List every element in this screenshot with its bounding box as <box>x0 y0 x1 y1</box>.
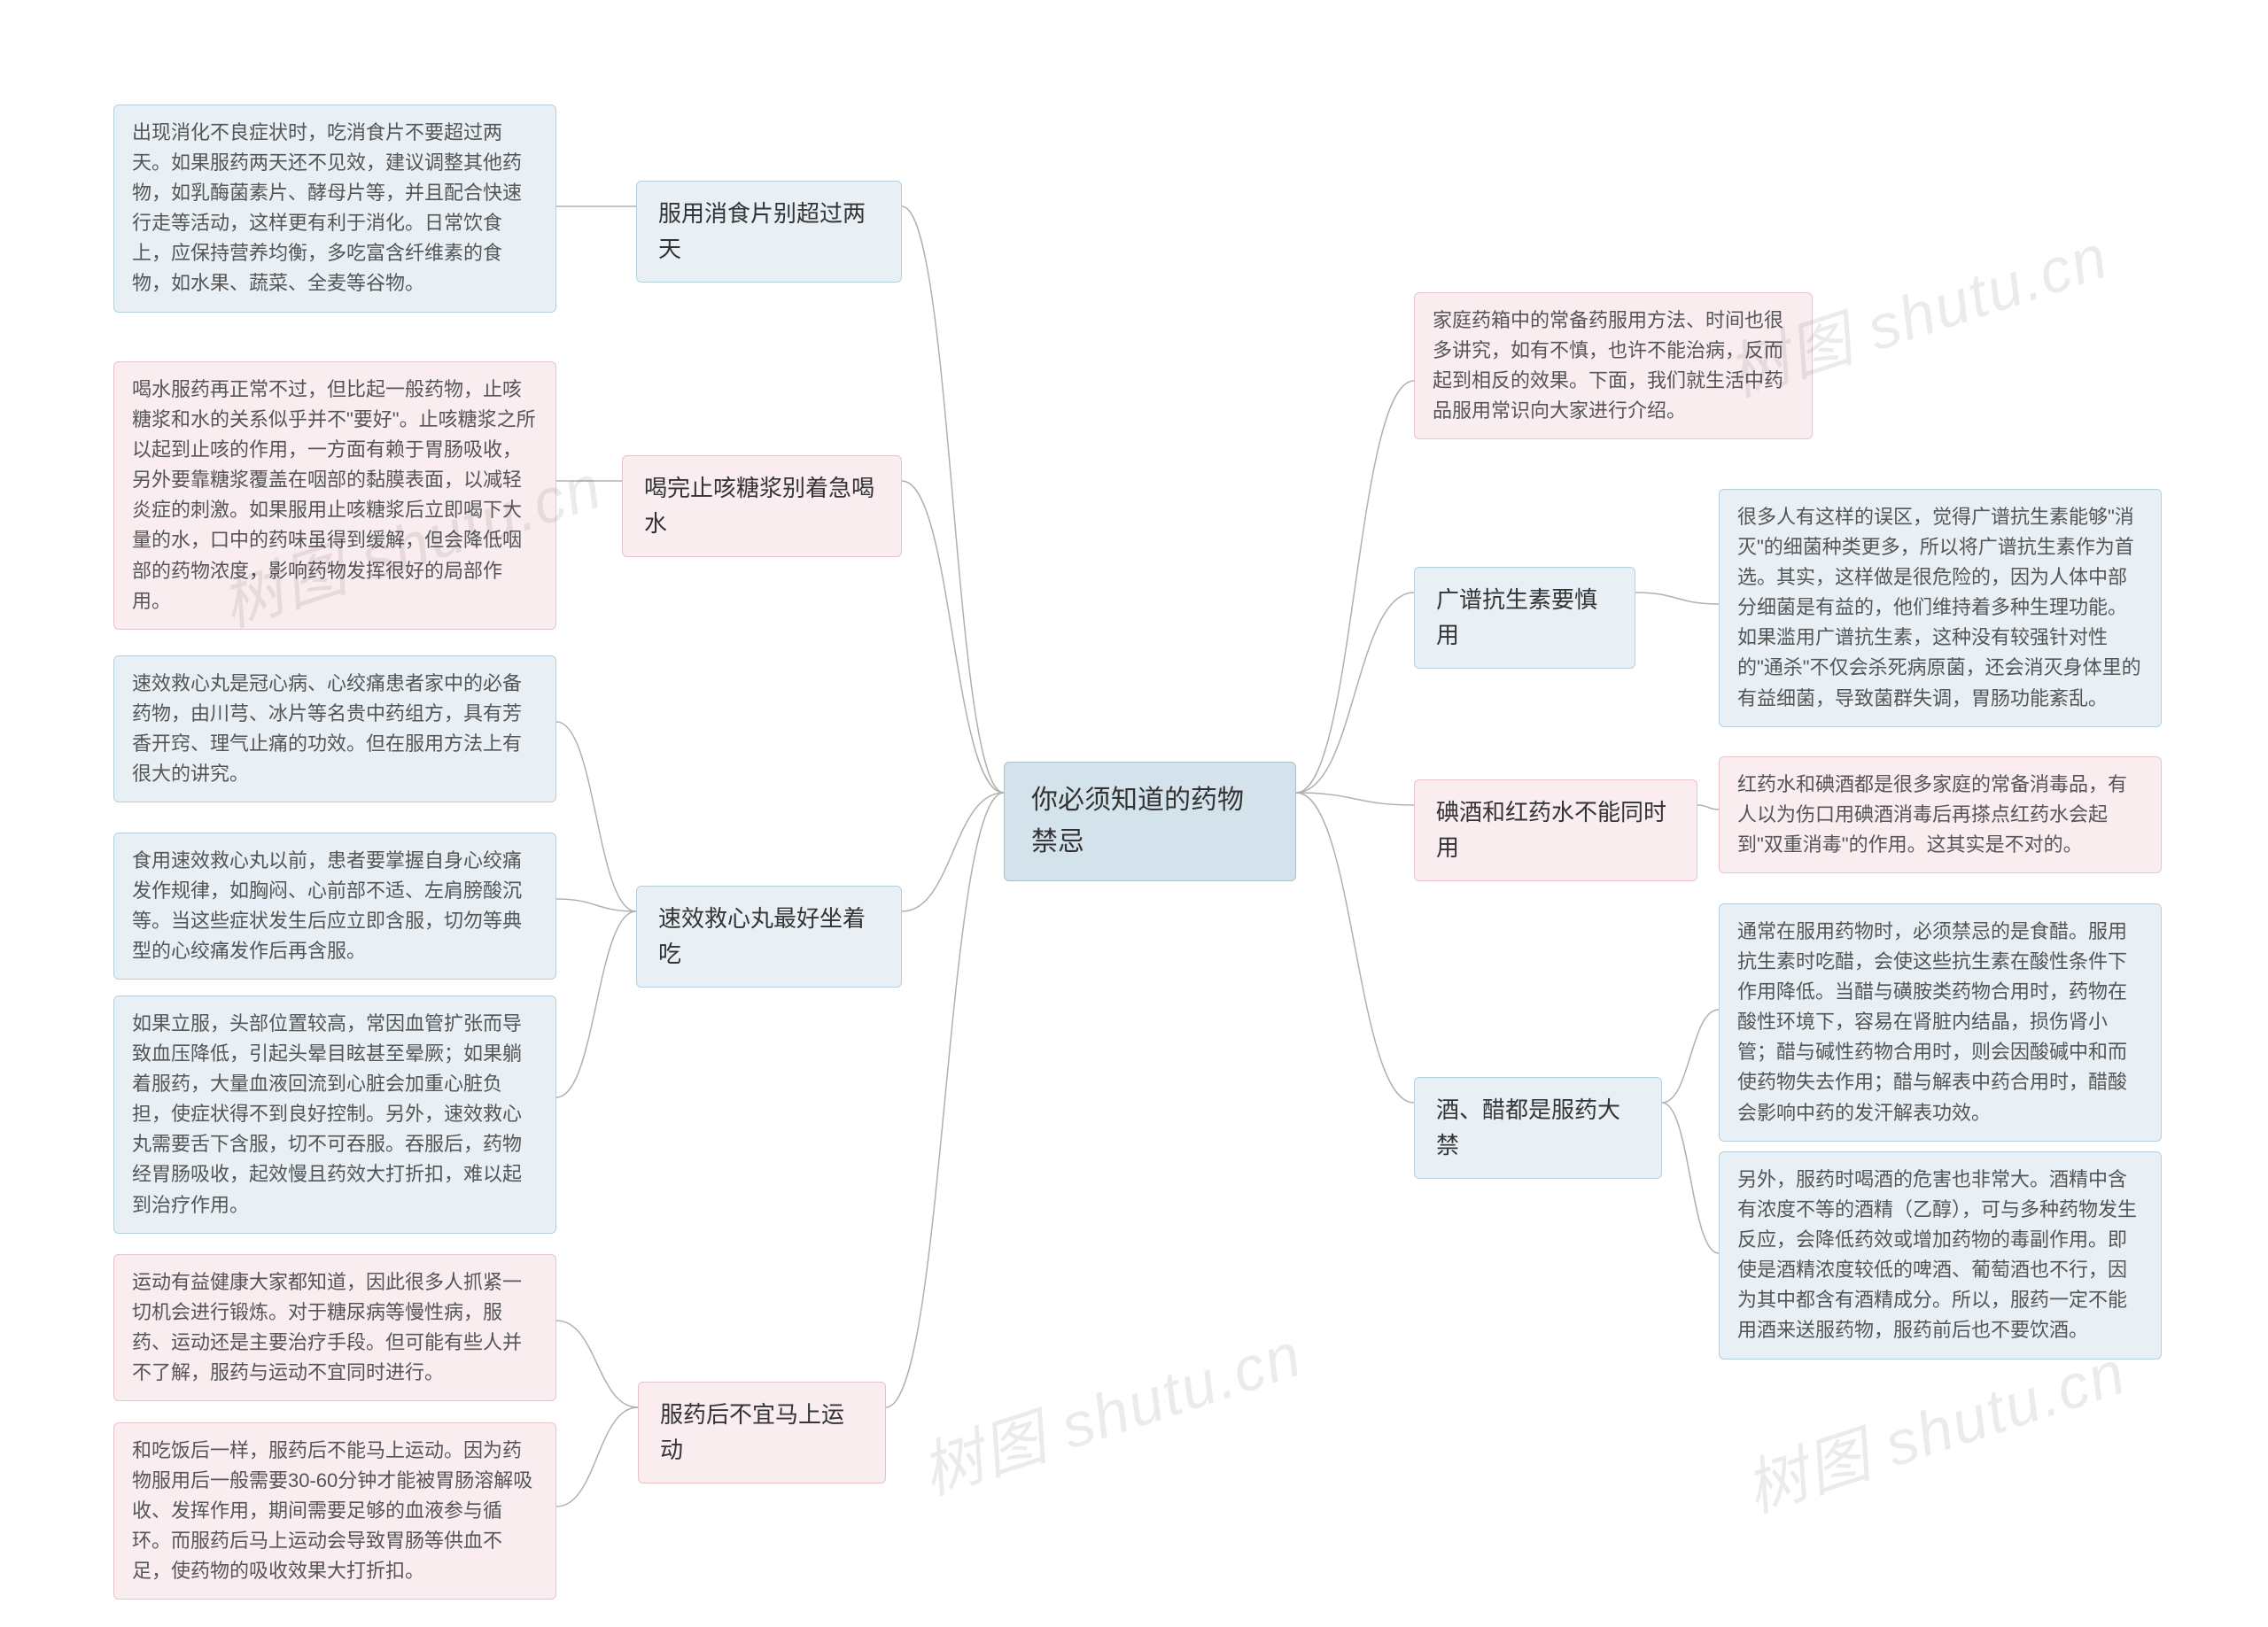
branch-node-left-2[interactable]: 速效救心丸最好坐着吃 <box>636 886 902 988</box>
branch-node-right-3[interactable]: 酒、醋都是服药大禁 <box>1414 1077 1662 1179</box>
branch-node-left-0[interactable]: 服用消食片别超过两天 <box>636 181 902 283</box>
leaf-node-left-1-0: 喝水服药再正常不过，但比起一般药物，止咳糖浆和水的关系似乎并不"要好"。止咳糖浆… <box>113 361 556 630</box>
leaf-node-right-2-0: 红药水和碘酒都是很多家庭的常备消毒品，有人以为伤口用碘酒消毒后再搽点红药水会起到… <box>1719 756 2162 873</box>
branch-node-right-2[interactable]: 碘酒和红药水不能同时用 <box>1414 779 1697 881</box>
branch-node-left-3[interactable]: 服药后不宜马上运动 <box>638 1382 886 1484</box>
leaf-node-right-3-1: 另外，服药时喝酒的危害也非常大。酒精中含有浓度不等的酒精（乙醇），可与多种药物发… <box>1719 1151 2162 1360</box>
branch-node-left-1[interactable]: 喝完止咳糖浆别着急喝水 <box>622 455 902 557</box>
leaf-node-left-0-0: 出现消化不良症状时，吃消食片不要超过两天。如果服药两天还不见效，建议调整其他药物… <box>113 105 556 313</box>
leaf-node-left-2-1: 食用速效救心丸以前，患者要掌握自身心绞痛发作规律，如胸闷、心前部不适、左肩膀酸沉… <box>113 833 556 980</box>
branch-node-right-0[interactable]: 家庭药箱中的常备药服用方法、时间也很多讲究，如有不慎，也许不能治病，反而起到相反… <box>1414 292 1813 439</box>
leaf-node-right-3-0: 通常在服用药物时，必须禁忌的是食醋。服用抗生素时吃醋，会使这些抗生素在酸性条件下… <box>1719 903 2162 1142</box>
mindmap-canvas: 你必须知道的药物禁忌 服用消食片别超过两天出现消化不良症状时，吃消食片不要超过两天… <box>0 0 2268 1627</box>
leaf-node-right-1-0: 很多人有这样的误区，觉得广谱抗生素能够"消灭"的细菌种类更多，所以将广谱抗生素作… <box>1719 489 2162 727</box>
watermark-2: 树图 shutu.cn <box>908 1305 1311 1513</box>
leaf-node-left-2-0: 速效救心丸是冠心病、心绞痛患者家中的必备药物，由川芎、冰片等名贵中药组方，具有芳… <box>113 655 556 802</box>
branch-node-right-1[interactable]: 广谱抗生素要慎用 <box>1414 567 1635 669</box>
leaf-node-left-3-1: 和吃饭后一样，服药后不能马上运动。因为药物服用后一般需要30-60分钟才能被胃肠… <box>113 1422 556 1600</box>
leaf-node-left-3-0: 运动有益健康大家都知道，因此很多人抓紧一切机会进行锻炼。对于糖尿病等慢性病，服药… <box>113 1254 556 1401</box>
leaf-node-left-2-2: 如果立服，头部位置较高，常因血管扩张而导致血压降低，引起头晕目眩甚至晕厥；如果躺… <box>113 996 556 1234</box>
center-node[interactable]: 你必须知道的药物禁忌 <box>1004 762 1296 881</box>
